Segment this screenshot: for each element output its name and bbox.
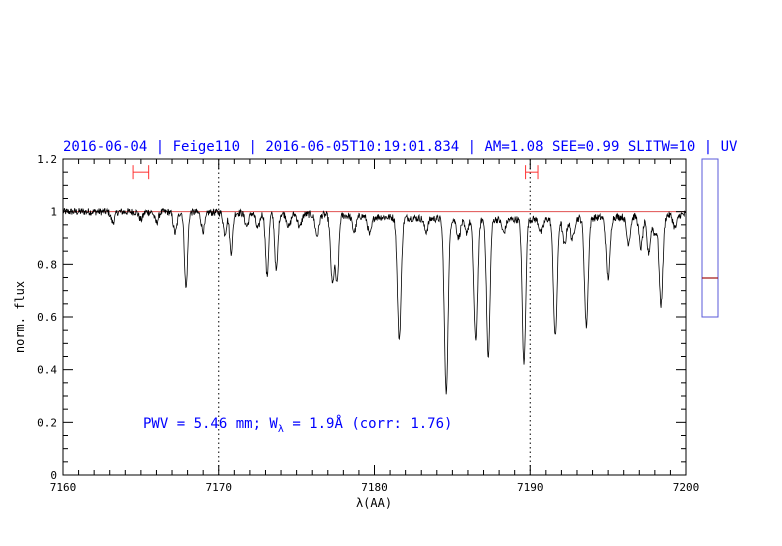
range-marker-2 (525, 165, 539, 180)
reference-lines (218, 159, 531, 475)
side-panel (701, 158, 719, 318)
spectrum-layer (62, 207, 687, 395)
y-tick-label: 0.4 (37, 364, 57, 377)
pwv-annotation-suffix: = 1.9Å (corr: 1.76) (284, 415, 453, 432)
y-tick-label: 0.2 (37, 416, 57, 429)
header-space (544, 139, 552, 155)
x-axis-label: λ(AA) (356, 496, 392, 510)
header-airmass: AM=1.08 (485, 139, 544, 155)
axis-ticks: 7160 7170 7180 7190 7200 0 0.2 0.4 0.6 0.8 1 1.2 (37, 153, 699, 494)
header-sep-3: | (459, 139, 484, 155)
x-tick-label: 7170 (206, 481, 233, 494)
header-sep-4: | (695, 139, 720, 155)
header-slit: SLITW=10 (628, 139, 695, 155)
header-sep-2: | (240, 139, 265, 155)
header-space-2 (619, 139, 627, 155)
pwv-annotation: PWV = 5.46 mm; Wλ = 1.9Å (corr: 1.76) (143, 415, 452, 435)
range-marker-1 (132, 165, 150, 180)
x-tick-label: 7160 (50, 481, 77, 494)
y-tick-label: 0.6 (37, 311, 57, 324)
header-target: Feige110 (173, 139, 240, 155)
y-axis-label: norm. flux (13, 281, 27, 353)
spectrum-line (62, 207, 687, 395)
y-tick-label: 1 (50, 206, 57, 219)
x-tick-label: 7190 (517, 481, 544, 494)
y-tick-label: 0.8 (37, 258, 57, 271)
header-seeing: SEE=0.99 (552, 139, 619, 155)
header-timestamp: 2016-06-05T10:19:01.834 (265, 139, 459, 155)
x-tick-label: 7180 (361, 481, 388, 494)
y-tick-label: 1.2 (37, 153, 57, 166)
range-markers (132, 165, 539, 180)
side-panel-box (701, 158, 719, 318)
pwv-annotation-prefix: PWV = 5.46 mm; W (143, 416, 278, 432)
header-band: UV (721, 139, 738, 155)
header-date: 2016-06-04 (63, 139, 147, 155)
header-title: 2016-06-04 | Feige110 | 2016-06-05T10:19… (63, 139, 738, 155)
y-tick-label: 0 (50, 469, 57, 482)
x-tick-label: 7200 (673, 481, 700, 494)
header-sep-1: | (147, 139, 172, 155)
pwv-annotation-subscript: λ (278, 424, 284, 435)
